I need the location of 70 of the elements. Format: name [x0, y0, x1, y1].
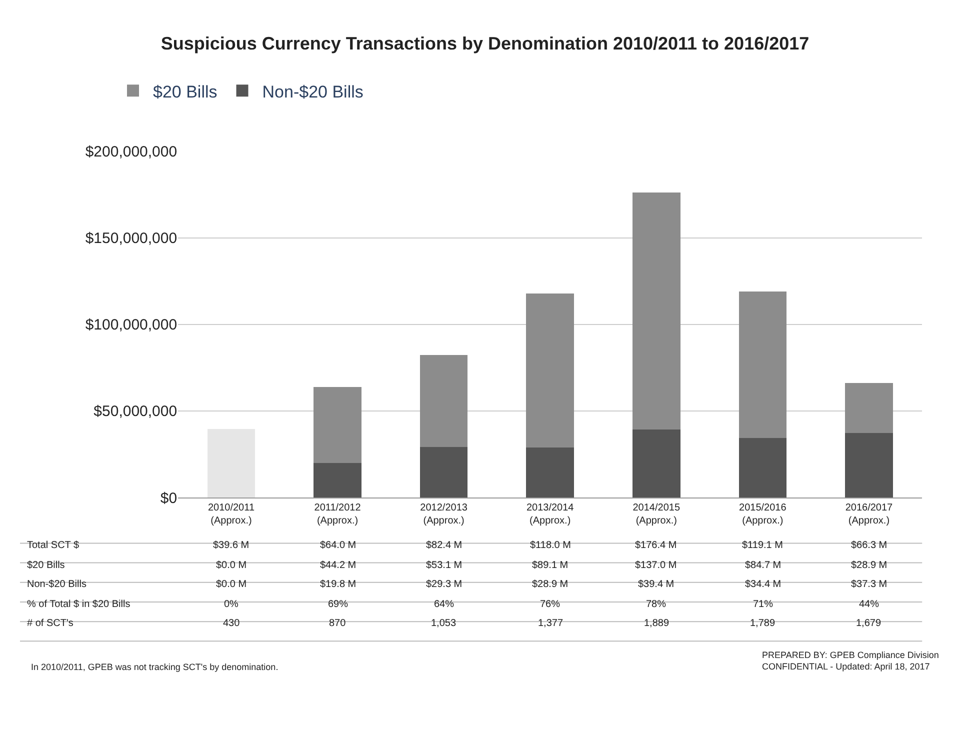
- text: 1,377: [538, 618, 564, 629]
- text: 1,679: [856, 618, 882, 629]
- x-tick-label: 2015/2016 (Approx.): [739, 502, 787, 527]
- text: $82.4 M: [426, 540, 462, 551]
- text: 1,053: [431, 618, 456, 629]
- data-label: $89.1 M: [532, 560, 568, 571]
- x-tick-label: 2011/2012 (Approx.): [314, 502, 362, 527]
- data-label: $29.3 M: [426, 579, 462, 590]
- text: $20 Bills: [27, 560, 65, 571]
- y-tick-label: $100,000,000: [85, 316, 178, 334]
- bar: [207, 428, 256, 498]
- bar: [314, 386, 362, 464]
- bar: [526, 293, 574, 448]
- data-label: $84.7 M: [745, 560, 782, 571]
- y-tick-label: $50,000,000: [94, 403, 178, 420]
- text: 78%: [646, 599, 666, 610]
- text: 44%: [859, 599, 880, 610]
- y-tick-label: $200,000,000: [85, 144, 178, 161]
- text: 64%: [434, 599, 454, 610]
- data-label: $0.0 M: [216, 579, 247, 590]
- data-label: $137.0 M: [635, 560, 677, 571]
- data-label: $34.4 M: [745, 579, 782, 590]
- bar: [632, 429, 680, 498]
- chart-title: Suspicious Currency Transactions by Denomination 2010/2011 to 2016/2017: [160, 33, 810, 54]
- data-label: $0.0 M: [216, 560, 247, 571]
- text: PREPARED BY: GPEB Compliance Division CONFIDENTIAL - Updated: April 18, 2017: [762, 650, 939, 672]
- y-tick-label: $0: [160, 490, 178, 507]
- text: % of Total $ in $20 Bills: [27, 599, 130, 610]
- text: In 2010/2011, GPEB was not tracking SCT's by denomination.: [31, 662, 278, 672]
- bar: [738, 438, 787, 498]
- text: 71%: [753, 599, 774, 610]
- text: $39.6 M: [213, 540, 250, 551]
- text: # of SCT's: [27, 618, 74, 629]
- text: $176.4 M: [635, 540, 677, 551]
- data-label: $28.9 M: [851, 560, 888, 571]
- bar: [845, 432, 893, 498]
- text: 0%: [224, 599, 239, 610]
- bar: [632, 192, 680, 430]
- data-label: $44.2 M: [320, 560, 356, 571]
- bar: [738, 291, 787, 438]
- text: 1,889: [644, 618, 670, 629]
- bar: [314, 463, 362, 498]
- x-tick-label: 2014/2015 (Approx.): [632, 502, 680, 527]
- text: 870: [329, 618, 346, 629]
- text: $64.0 M: [320, 540, 356, 551]
- text: Non-$20 Bills: [27, 579, 86, 590]
- bar: [526, 448, 574, 498]
- text: 1,789: [750, 618, 776, 629]
- y-tick-label: $150,000,000: [85, 230, 178, 248]
- x-tick-label: 2012/2013 (Approx.): [420, 502, 468, 527]
- bar: [420, 354, 468, 447]
- x-tick-label: 2016/2017 (Approx.): [845, 502, 894, 527]
- text: 76%: [540, 599, 560, 610]
- text: $118.0 M: [530, 540, 571, 551]
- data-label: $37.3 M: [851, 579, 888, 590]
- data-label: $39.4 M: [638, 579, 674, 590]
- text: $119.1 M: [742, 540, 783, 551]
- data-label: $28.9 M: [532, 579, 568, 590]
- legend-label: $20 Bills: [153, 82, 218, 102]
- legend-label: Non-$20 Bills: [262, 82, 364, 102]
- text: $66.3 M: [851, 540, 888, 551]
- x-tick-label: 2010/2011 (Approx.): [208, 502, 255, 527]
- text: Total SCT $: [27, 540, 80, 551]
- bar: [845, 382, 893, 433]
- x-tick-label: 2013/2014 (Approx.): [526, 502, 574, 527]
- text: 430: [223, 618, 240, 629]
- data-label: $53.1 M: [426, 560, 462, 571]
- bar: [420, 446, 468, 498]
- text: 69%: [328, 599, 348, 610]
- data-label: $19.8 M: [320, 579, 356, 590]
